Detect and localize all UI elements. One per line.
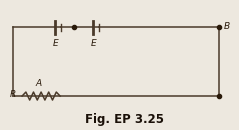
- Text: B: B: [224, 22, 230, 31]
- Text: A: A: [36, 79, 42, 88]
- Text: E: E: [91, 39, 96, 48]
- Text: E: E: [53, 39, 58, 48]
- Text: Fig. EP 3.25: Fig. EP 3.25: [85, 113, 164, 126]
- Text: R: R: [10, 90, 16, 99]
